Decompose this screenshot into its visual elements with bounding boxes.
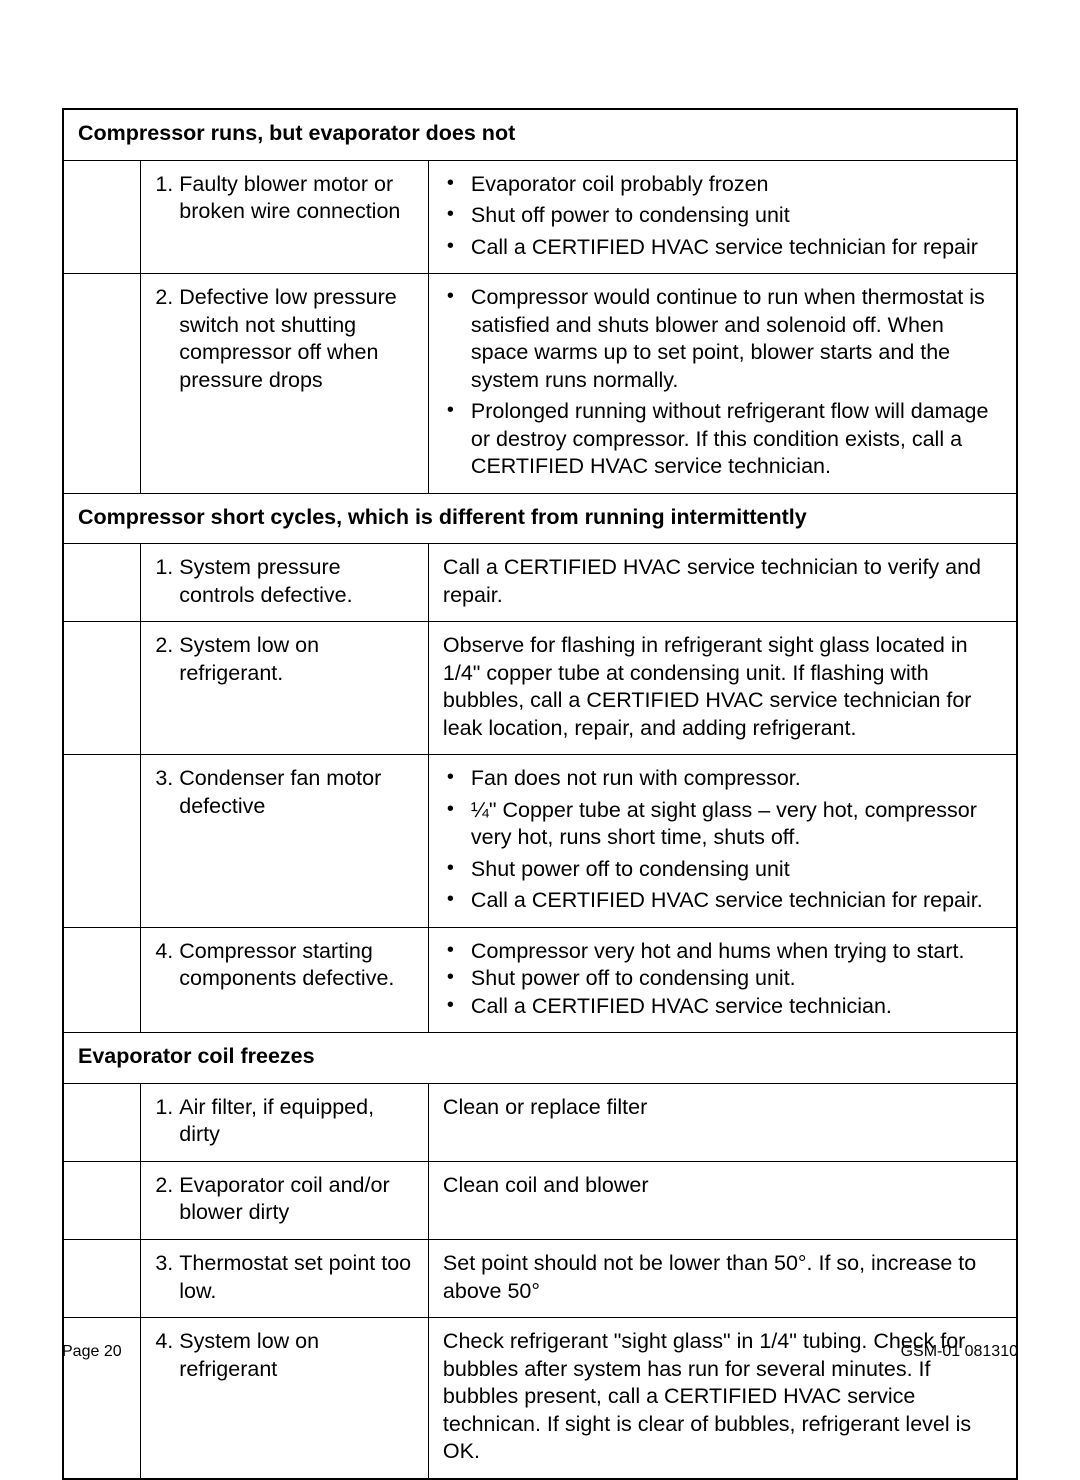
action-cell: Compressor very hot and hums when trying…	[428, 927, 1017, 1033]
cause-cell: 2.System low on refrigerant.	[141, 622, 429, 755]
cause-cell: 1.System pressure controls defective.	[141, 544, 429, 622]
action-bullet: Evaporator coil probably frozen	[443, 171, 1002, 199]
action-bullet: Call a CERTIFIED HVAC service technician…	[443, 234, 1002, 262]
action-bullets: Compressor would continue to run when th…	[443, 284, 1002, 481]
cause-cell: 4.System low on refrigerant	[141, 1318, 429, 1479]
action-bullet: Compressor would continue to run when th…	[443, 284, 1002, 394]
blank-cell	[63, 274, 141, 494]
troubleshooting-table: Compressor runs, but evaporator does not…	[62, 108, 1018, 1480]
action-bullets: Compressor very hot and hums when trying…	[443, 938, 1002, 1021]
blank-cell	[63, 1161, 141, 1239]
cause-text: Defective low pressure switch not shutti…	[179, 284, 414, 394]
table-row: 1.System pressure controls defective. Cal…	[63, 544, 1017, 622]
cause-cell: 1.Air filter, if equipped, dirty	[141, 1083, 429, 1161]
action-cell: Observe for flashing in refrigerant sigh…	[428, 622, 1017, 755]
cause-number: 3.	[155, 1250, 179, 1305]
cause-text: Compressor starting components defective…	[179, 938, 414, 993]
cause-cell: 4.Compressor starting components defecti…	[141, 927, 429, 1033]
cause-number: 4.	[155, 938, 179, 993]
table-row: 2.Evaporator coil and/or blower dirty Cle…	[63, 1161, 1017, 1239]
action-cell: Evaporator coil probably frozen Shut off …	[428, 160, 1017, 274]
cause-text: Faulty blower motor or broken wire conne…	[179, 171, 414, 226]
action-bullet: Shut power off to condensing unit	[443, 856, 1002, 884]
action-text: Set point should not be lower than 50°. …	[443, 1251, 976, 1303]
cause-cell: 2.Evaporator coil and/or blower dirty	[141, 1161, 429, 1239]
action-text: Clean or replace filter	[443, 1095, 647, 1119]
action-cell: Clean coil and blower	[428, 1161, 1017, 1239]
cause-number: 2.	[155, 1172, 179, 1227]
action-bullets: Evaporator coil probably frozen Shut off …	[443, 171, 1002, 262]
action-bullet: ¼" Copper tube at sight glass – very hot…	[443, 797, 1002, 852]
cause-text: System pressure controls defective.	[179, 554, 414, 609]
table-row: 4.System low on refrigerantCheck refrige…	[63, 1318, 1017, 1479]
table-row: 1.Faulty blower motor or broken wire con…	[63, 160, 1017, 274]
blank-cell	[63, 1083, 141, 1161]
table-row: 2.System low on refrigerant.Observe for …	[63, 622, 1017, 755]
cause-number: 3.	[155, 765, 179, 820]
blank-cell	[63, 160, 141, 274]
cause-text: Air filter, if equipped, dirty	[179, 1094, 414, 1149]
action-bullet: Shut power off to condensing unit.	[443, 965, 1002, 993]
section-header: Compressor runs, but evaporator does not	[63, 109, 1017, 160]
action-cell: Call a CERTIFIED HVAC service technician…	[428, 544, 1017, 622]
cause-cell: 3.Condenser fan motor defective	[141, 755, 429, 928]
table-row: 3.Thermostat set point too low. Set point…	[63, 1239, 1017, 1317]
table-row: 2.Defective low pressure switch not shut…	[63, 274, 1017, 494]
cause-number: 1.	[155, 554, 179, 609]
blank-cell	[63, 755, 141, 928]
blank-cell	[63, 927, 141, 1033]
cause-cell: 3.Thermostat set point too low.	[141, 1239, 429, 1317]
blank-cell	[63, 1318, 141, 1479]
action-bullet: Call a CERTIFIED HVAC service technician…	[443, 887, 1002, 915]
action-bullet: Prolonged running without refrigerant fl…	[443, 398, 1002, 481]
blank-cell	[63, 622, 141, 755]
cause-number: 1.	[155, 171, 179, 226]
action-bullet: Shut off power to condensing unit	[443, 202, 1002, 230]
action-cell: Fan does not run with compressor. ¼" Copp…	[428, 755, 1017, 928]
table-row: 4.Compressor starting components defecti…	[63, 927, 1017, 1033]
cause-cell: 2.Defective low pressure switch not shut…	[141, 274, 429, 494]
cause-text: System low on refrigerant.	[179, 632, 414, 687]
action-bullet: Compressor very hot and hums when trying…	[443, 938, 1002, 966]
table-row: 3.Condenser fan motor defectiveFan does …	[63, 755, 1017, 928]
section-header: Compressor short cycles, which is differ…	[63, 493, 1017, 544]
blank-cell	[63, 1239, 141, 1317]
blank-cell	[63, 544, 141, 622]
cause-cell: 1.Faulty blower motor or broken wire con…	[141, 160, 429, 274]
action-bullet: Call a CERTIFIED HVAC service technician…	[443, 993, 1002, 1021]
action-text: Observe for flashing in refrigerant sigh…	[443, 633, 972, 740]
table-row: 1.Air filter, if equipped, dirty Clean or…	[63, 1083, 1017, 1161]
action-text: Call a CERTIFIED HVAC service technician…	[443, 555, 981, 607]
action-cell: Clean or replace filter	[428, 1083, 1017, 1161]
section-header: Evaporator coil freezes	[63, 1033, 1017, 1084]
cause-text: Evaporator coil and/or blower dirty	[179, 1172, 414, 1227]
footer-doc-id: GSM-01 081310	[901, 1343, 1018, 1361]
page-content: Compressor runs, but evaporator does not…	[62, 108, 1018, 1480]
footer-page-number: Page 20	[62, 1343, 122, 1361]
cause-number: 2.	[155, 632, 179, 687]
page-footer: Page 20 GSM-01 081310	[62, 1343, 1018, 1361]
action-text: Clean coil and blower	[443, 1173, 649, 1197]
cause-text: Condenser fan motor defective	[179, 765, 414, 820]
cause-text: Thermostat set point too low.	[179, 1250, 414, 1305]
cause-number: 2.	[155, 284, 179, 394]
action-bullet: Fan does not run with compressor.	[443, 765, 1002, 793]
action-cell: Compressor would continue to run when th…	[428, 274, 1017, 494]
action-cell: Check refrigerant "sight glass" in 1/4" …	[428, 1318, 1017, 1479]
cause-number: 1.	[155, 1094, 179, 1149]
action-bullets: Fan does not run with compressor. ¼" Copp…	[443, 765, 1002, 915]
action-cell: Set point should not be lower than 50°. …	[428, 1239, 1017, 1317]
